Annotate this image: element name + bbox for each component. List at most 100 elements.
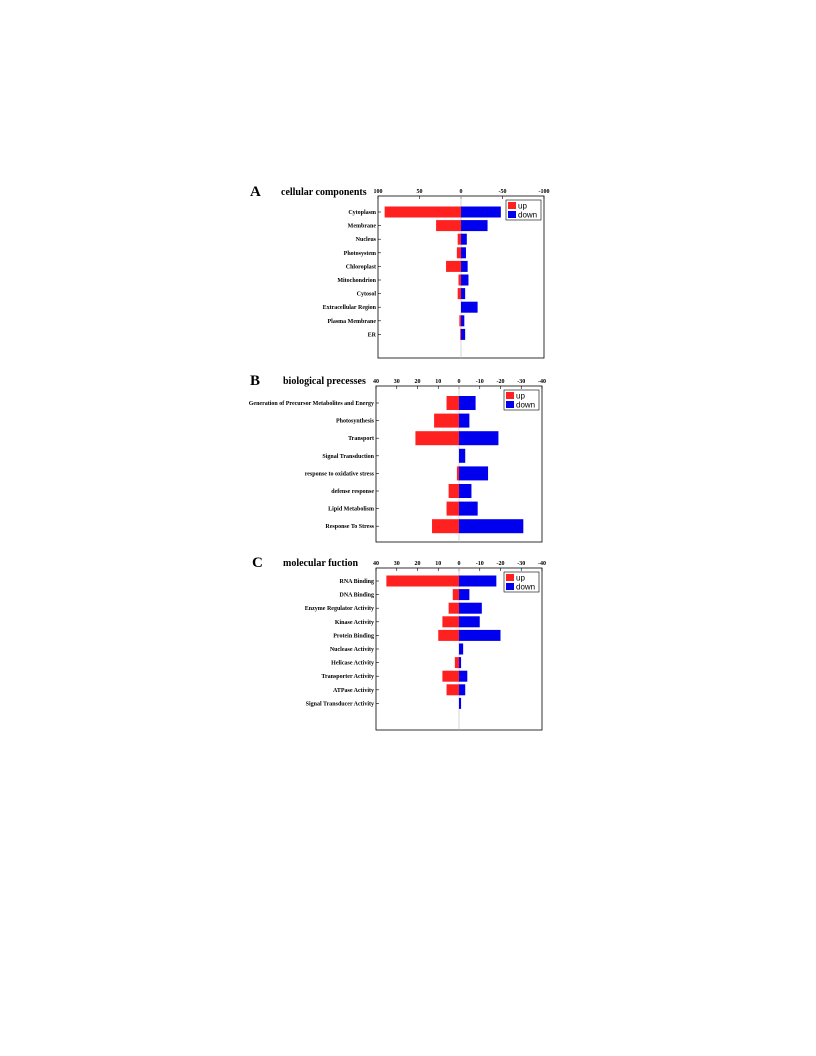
x-tick-label: -40 [538, 379, 546, 385]
bar-up [442, 670, 459, 682]
x-tick-label: 30 [394, 561, 400, 567]
legend-label-down: down [516, 401, 535, 410]
category-label: Extracellular Region [323, 305, 377, 311]
panel-title: molecular fuction [283, 558, 359, 569]
bar-down [459, 589, 470, 601]
category-label: Signal Transduction [322, 454, 374, 460]
legend-label-up: up [516, 574, 525, 583]
legend-swatch-up [508, 202, 516, 209]
x-tick-label: 40 [373, 561, 379, 567]
category-label: response to oxidative stress [305, 471, 375, 477]
legend-label-up: up [518, 202, 527, 211]
category-label: Cytosol [357, 292, 377, 298]
legend-label-down: down [516, 583, 535, 592]
legend-label-down: down [518, 211, 537, 220]
x-tick-label: 0 [460, 189, 463, 195]
bar-down [459, 616, 480, 628]
x-tick-label: 10 [435, 561, 441, 567]
bar-up [457, 288, 461, 300]
bar-down [459, 602, 482, 614]
category-label: Kinase Activity [335, 620, 374, 626]
category-label: Photosynthesis [336, 419, 375, 425]
bar-down [459, 396, 476, 410]
bar-up [459, 315, 461, 327]
x-tick-label: 20 [415, 379, 421, 385]
panel-title: cellular components [281, 187, 367, 198]
x-tick-label: 0 [458, 561, 461, 567]
x-tick-label: -20 [497, 561, 505, 567]
panel-letter: A [250, 184, 261, 200]
bar-up [446, 501, 459, 516]
category-label: RNA Binding [339, 579, 374, 585]
bar-down [459, 501, 478, 516]
bar-down [459, 657, 462, 669]
bar-down [461, 288, 466, 300]
legend-label-up: up [516, 392, 525, 401]
category-label: Chloroplast [346, 264, 376, 270]
legend-swatch-down [506, 583, 514, 590]
category-label: Transport [348, 436, 374, 442]
panel-title: biological precesses [283, 376, 366, 387]
bar-down [459, 643, 464, 655]
x-tick-label: -100 [539, 189, 550, 195]
x-tick-label: 100 [374, 189, 383, 195]
bar-down [461, 206, 501, 218]
bar-up [460, 328, 461, 340]
category-label: Protein Binding [333, 633, 374, 639]
bar-up [456, 466, 459, 481]
category-label: Photosystem [344, 251, 376, 257]
bar-down [461, 328, 466, 340]
x-tick-label: 40 [373, 379, 379, 385]
bar-up [436, 220, 461, 232]
x-tick-label: -30 [517, 379, 525, 385]
panel-letter: C [252, 555, 263, 571]
bar-up [458, 274, 461, 286]
bar-down [459, 575, 497, 587]
x-tick-label: -20 [497, 379, 505, 385]
bar-up [438, 629, 459, 641]
bar-down [459, 684, 466, 696]
bar-up [446, 396, 459, 410]
x-tick-label: 30 [394, 379, 400, 385]
category-label: Cytoplasm [348, 210, 376, 216]
bar-down [459, 413, 470, 428]
x-tick-label: 20 [415, 561, 421, 567]
bar-up [446, 684, 459, 696]
category-label: Mitochondrion [337, 278, 376, 284]
category-label: Nucleus [356, 237, 377, 243]
bar-down [459, 519, 524, 534]
bar-up [456, 247, 461, 259]
category-label: Nuclease Activity [330, 647, 374, 653]
legend-swatch-up [506, 392, 514, 399]
bar-down [461, 233, 467, 245]
legend-swatch-down [506, 401, 514, 408]
category-label: Plasma Membrane [328, 319, 377, 325]
bar-up [446, 260, 461, 272]
category-label: Generation of Precursor Metabolites and … [249, 401, 374, 407]
category-label: Membrane [348, 224, 377, 230]
category-label: Response To Stress [325, 524, 374, 530]
bar-down [459, 629, 501, 641]
bar-up [452, 589, 459, 601]
legend-swatch-down [508, 211, 516, 218]
bar-up [454, 657, 459, 669]
bar-up [448, 602, 459, 614]
x-tick-label: -10 [476, 561, 484, 567]
bar-down [459, 448, 466, 463]
bar-down [461, 301, 478, 313]
x-tick-label: 10 [435, 379, 441, 385]
category-label: Lipid Metabolism [328, 507, 374, 513]
x-tick-label: -30 [517, 561, 525, 567]
category-label: ER [368, 332, 377, 338]
category-label: Signal Transducer Activity [306, 701, 374, 707]
panel-letter: B [250, 373, 260, 389]
x-tick-label: 50 [417, 189, 423, 195]
category-label: defense response [331, 489, 374, 495]
bar-down [459, 466, 489, 481]
x-tick-label: -40 [538, 561, 546, 567]
category-label: Transporter Activity [321, 674, 374, 680]
bar-up [457, 233, 461, 245]
bar-up [442, 616, 459, 628]
